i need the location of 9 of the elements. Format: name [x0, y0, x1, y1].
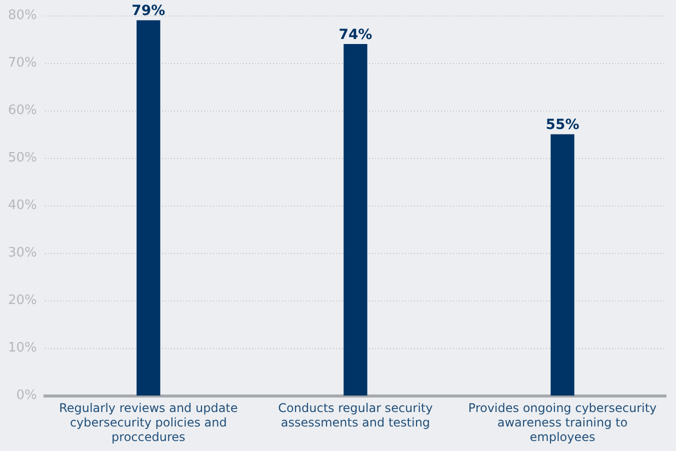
x-tick-label: Regularly reviews and update cybersecurity policies and proccedures [59, 401, 238, 444]
data-label: 74% [338, 26, 372, 43]
bar [136, 20, 160, 396]
data-label: 79% [132, 3, 166, 20]
x-tick-label: Conducts regular security assessments and testing [278, 401, 433, 430]
bar [550, 134, 574, 396]
bar [344, 44, 368, 396]
data-label: 55% [546, 117, 580, 134]
x-tick-label: Provides ongoing cybersecurity awareness training to employees [468, 401, 657, 444]
